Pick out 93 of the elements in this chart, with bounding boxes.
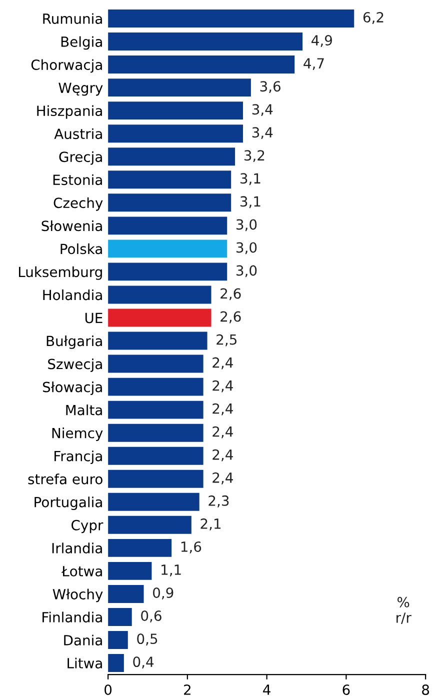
data-label: 0,4 bbox=[133, 656, 154, 668]
data-label: 4,9 bbox=[312, 35, 332, 47]
bar bbox=[108, 102, 243, 120]
bar bbox=[108, 216, 228, 235]
x-tick-label: 8 bbox=[422, 684, 430, 696]
bar bbox=[108, 262, 228, 281]
bar bbox=[108, 240, 228, 258]
data-label: 2,4 bbox=[212, 472, 233, 484]
annotation: % r/r bbox=[396, 596, 412, 624]
y-tick-label: Słowacja bbox=[42, 382, 102, 395]
bar bbox=[108, 400, 204, 419]
y-tick-label: Belgia bbox=[61, 36, 102, 50]
y-tick-label: Hiszpania bbox=[37, 105, 102, 119]
bar bbox=[108, 446, 204, 465]
y-tick-label: Cypr bbox=[72, 520, 104, 534]
data-label: 0,5 bbox=[137, 634, 158, 646]
bar bbox=[108, 10, 354, 28]
y-tick-label: Niemcy bbox=[52, 428, 103, 442]
y-tick-label: Estonia bbox=[53, 174, 102, 186]
y-tick-label: Finlandia bbox=[42, 612, 102, 622]
y-tick-label: Szwecja bbox=[48, 358, 102, 372]
bar bbox=[108, 308, 212, 327]
y-tick-label: Polska bbox=[60, 243, 102, 254]
bar bbox=[108, 124, 243, 143]
y-tick-label: Czechy bbox=[54, 197, 103, 211]
data-label: 2,4 bbox=[212, 426, 233, 438]
data-label: 2,6 bbox=[220, 311, 241, 324]
data-label: 1,6 bbox=[181, 541, 202, 554]
y-tick-label: Włochy bbox=[52, 588, 103, 602]
bar bbox=[108, 631, 128, 649]
data-label: 3,4 bbox=[252, 104, 273, 116]
data-label: 0,6 bbox=[141, 610, 162, 622]
bar bbox=[108, 608, 132, 626]
y-tick-label: Słowenia bbox=[42, 220, 102, 232]
data-label: 3,0 bbox=[236, 219, 257, 232]
bar bbox=[108, 492, 200, 511]
data-label: 3,0 bbox=[236, 265, 257, 278]
bar bbox=[108, 654, 124, 672]
bar bbox=[108, 286, 212, 304]
y-tick-label: Litwa bbox=[68, 658, 102, 668]
data-label: 3,1 bbox=[240, 173, 260, 186]
data-label: 6,2 bbox=[363, 12, 384, 24]
data-label: 4,7 bbox=[304, 58, 324, 70]
x-tick-label: 6 bbox=[342, 684, 350, 696]
y-tick-label: Malta bbox=[66, 404, 102, 416]
data-label: 3,6 bbox=[260, 81, 280, 94]
y-tick-label: strefa euro bbox=[28, 474, 102, 484]
y-tick-label: Irlandia bbox=[52, 542, 102, 554]
data-label: 3,4 bbox=[252, 127, 273, 140]
data-label: 3,1 bbox=[240, 196, 260, 208]
data-label: 2,4 bbox=[212, 403, 233, 416]
data-label: 2,4 bbox=[212, 449, 233, 462]
data-label: 2,4 bbox=[212, 380, 233, 392]
bar bbox=[108, 170, 232, 189]
bar bbox=[108, 194, 232, 212]
data-label: 0,9 bbox=[153, 587, 174, 600]
y-tick-label: UE bbox=[85, 312, 102, 324]
y-tick-label: Rumunia bbox=[43, 13, 102, 24]
x-tick-label: 4 bbox=[263, 684, 270, 695]
x-tick-label: 0 bbox=[104, 684, 112, 696]
bar bbox=[108, 516, 192, 534]
y-tick-label: Bułgaria bbox=[46, 335, 102, 349]
y-tick-label: Chorwacja bbox=[31, 59, 102, 73]
bar bbox=[108, 562, 152, 580]
data-label: 3,0 bbox=[236, 242, 257, 254]
data-label: 1,1 bbox=[162, 564, 181, 576]
bar bbox=[108, 354, 204, 373]
bar bbox=[108, 538, 172, 557]
y-tick-label: Dania bbox=[64, 634, 102, 646]
y-tick-label: Luksemburg bbox=[18, 266, 102, 280]
data-label: 2,6 bbox=[220, 288, 241, 300]
bar bbox=[108, 378, 204, 396]
bar bbox=[108, 424, 204, 442]
data-label: 2,4 bbox=[212, 357, 233, 370]
y-tick-label: Francja bbox=[54, 450, 102, 464]
y-tick-label: Grecja bbox=[59, 151, 102, 165]
bar bbox=[108, 78, 251, 97]
data-label: 2,3 bbox=[208, 495, 229, 508]
bar bbox=[108, 470, 204, 488]
y-tick-label: Holandia bbox=[43, 289, 102, 300]
y-tick-label: Węgry bbox=[58, 82, 103, 96]
bar bbox=[108, 56, 295, 74]
bar bbox=[108, 332, 208, 350]
bar bbox=[108, 584, 144, 603]
bar bbox=[108, 32, 303, 50]
data-label: 2,5 bbox=[216, 334, 236, 346]
y-tick-label: Austria bbox=[54, 128, 102, 140]
data-label: 2,1 bbox=[200, 518, 221, 530]
y-tick-label: Łotwa bbox=[61, 566, 102, 576]
bar bbox=[108, 148, 236, 166]
x-tick-label: 2 bbox=[184, 684, 190, 695]
y-tick-label: Portugalia bbox=[34, 496, 102, 510]
data-label: 3,2 bbox=[244, 150, 264, 162]
